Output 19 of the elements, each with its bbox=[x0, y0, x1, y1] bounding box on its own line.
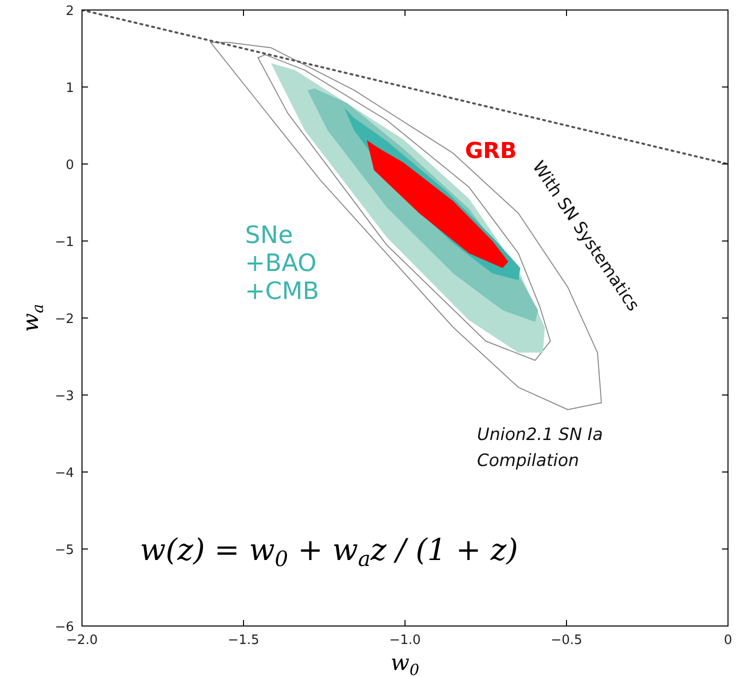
y-tick-label: −5 bbox=[54, 543, 74, 558]
y-tick-label: −4 bbox=[54, 466, 74, 481]
series-label: Union2.1 SN Ia Compilation bbox=[477, 425, 603, 471]
text: SNe +BAO +CMB bbox=[245, 221, 320, 305]
x-tick-label: −2.0 bbox=[66, 633, 98, 648]
y-tick-label: −3 bbox=[54, 389, 74, 404]
y-tick-label: −1 bbox=[54, 235, 74, 250]
x-tick-label: −1.0 bbox=[389, 633, 421, 648]
x-tick-label: 0 bbox=[724, 633, 732, 648]
y-tick-label: −2 bbox=[54, 312, 74, 327]
annotation: w(z) = w$_{0}$ + w$_{a}$z / (1 + z) bbox=[140, 533, 518, 572]
series-label: GRB bbox=[465, 139, 517, 164]
y-tick-label: 2 bbox=[66, 4, 74, 19]
x-axis-title: w$_{0}$ bbox=[390, 651, 420, 677]
y-tick-label: 1 bbox=[66, 81, 74, 96]
y-tick-label: −6 bbox=[54, 620, 74, 635]
y-tick-label: 0 bbox=[66, 158, 74, 173]
x-tick-label: −0.5 bbox=[550, 633, 582, 648]
x-tick-label: −1.5 bbox=[228, 633, 260, 648]
